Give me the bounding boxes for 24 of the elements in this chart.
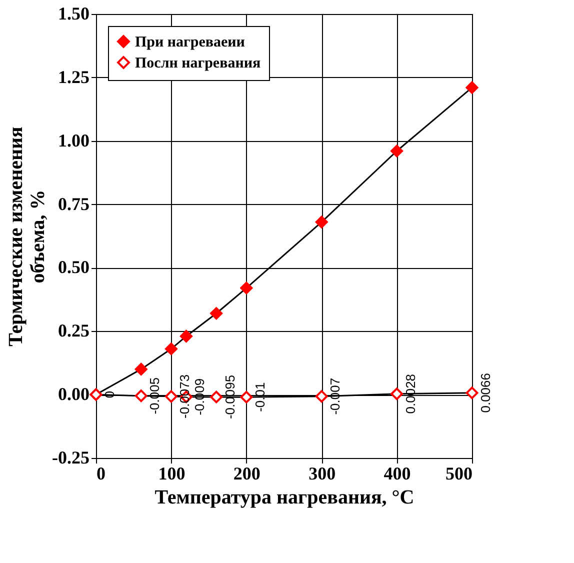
y-tick-label: 0.75 [58,194,90,214]
x-tick-label: 0 [96,464,106,484]
y-tick-label: 1.00 [58,130,90,150]
data-label: -0.007 [328,378,343,415]
legend-label: При нагреваеии [135,34,246,50]
data-label: -0.005 [147,377,162,414]
x-tick-label: 500 [446,464,472,484]
y-tick-label: 0.00 [58,384,90,404]
y-tick-label: -0.25 [52,448,90,468]
y-tick-label: 0.50 [58,257,90,278]
y-tick-label: 0.25 [58,320,90,341]
x-tick-label: 300 [308,464,336,484]
data-label: -0.009 [192,378,208,416]
x-axis-title: Температура нагревания, °С [154,486,414,508]
y-tick-label: 1.25 [58,66,90,87]
data-label: 0.0028 [402,374,418,414]
x-tick-label: 400 [384,464,411,484]
x-tick-label: 200 [233,464,260,484]
y-axis-title: Термические изменения объема, % [5,126,50,346]
legend-label: Послн нагревания [135,56,261,72]
y-tick-label: 1.50 [58,4,90,24]
x-tick-label: 100 [158,464,186,484]
data-label: 0.0066 [478,373,493,413]
data-label: -0.0073 [177,374,192,418]
